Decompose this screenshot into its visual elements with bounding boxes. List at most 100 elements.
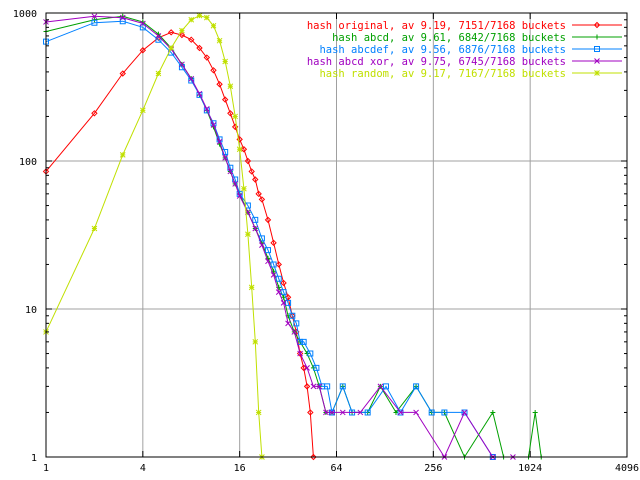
- data-point: [329, 409, 335, 416]
- data-point: [236, 190, 243, 197]
- data-point: [252, 225, 259, 232]
- data-point: [259, 242, 265, 249]
- data-point: [196, 44, 203, 52]
- data-point: [222, 149, 229, 156]
- data-point: [188, 16, 195, 23]
- x-tick-label: 1024: [518, 463, 542, 474]
- data-point: [222, 58, 229, 65]
- data-point: [280, 289, 287, 296]
- data-point: [297, 350, 303, 357]
- data-point: [594, 34, 600, 40]
- data-point: [232, 181, 239, 187]
- data-point: [252, 176, 259, 183]
- data-point: [222, 155, 229, 161]
- data-point: [43, 38, 49, 45]
- data-point: [216, 138, 223, 145]
- data-point: [275, 275, 282, 282]
- data-point: [236, 146, 243, 153]
- series-layer: [42, 12, 544, 461]
- data-point: [285, 299, 292, 306]
- data-point: [397, 409, 404, 416]
- data-point: [313, 364, 320, 371]
- data-point: [413, 383, 420, 390]
- legend-entry-label: hash abcd xor, av 9.75, 6745/7168 bucket…: [307, 56, 566, 68]
- data-point: [248, 284, 255, 291]
- data-point: [216, 136, 223, 143]
- data-point: [139, 107, 146, 114]
- data-point: [289, 312, 296, 319]
- data-point: [593, 21, 601, 29]
- data-point: [155, 70, 162, 77]
- data-point: [236, 193, 243, 199]
- legend-entry-label: hash abcd, av 9.61, 6842/7168 buckets: [332, 32, 566, 44]
- data-point: [244, 157, 252, 165]
- data-point: [383, 383, 389, 390]
- data-point: [594, 46, 600, 52]
- data-point: [270, 272, 277, 278]
- data-point: [203, 54, 211, 61]
- x-tick-label: 4: [140, 463, 146, 474]
- data-point: [316, 383, 323, 390]
- series-line: [45, 15, 513, 459]
- data-point: [441, 409, 448, 416]
- data-point: [300, 364, 307, 372]
- data-point: [119, 14, 126, 21]
- data-point: [413, 409, 419, 416]
- data-point: [139, 20, 146, 27]
- data-point: [91, 13, 98, 20]
- data-point: [196, 12, 203, 19]
- data-point: [119, 152, 126, 158]
- data-point: [284, 294, 292, 301]
- data-point: [304, 365, 310, 371]
- data-point: [241, 185, 247, 192]
- data-point: [323, 409, 329, 416]
- axes: 1 4 16 64 256 1024 4096 1 10 100 1000: [13, 9, 639, 474]
- data-point: [303, 383, 311, 390]
- data-point: [91, 110, 98, 117]
- data-point: [461, 409, 468, 416]
- legend-entry-label: hash original, av 9.19, 7151/7168 bucket…: [307, 20, 566, 32]
- data-point: [339, 409, 346, 416]
- data-point: [339, 383, 346, 390]
- series-3: [43, 13, 516, 460]
- data-point: [188, 36, 195, 43]
- data-point: [280, 300, 287, 306]
- data-point: [227, 110, 234, 117]
- data-point: [265, 258, 271, 265]
- series-line: [45, 20, 494, 458]
- data-point: [203, 14, 210, 21]
- data-point: [377, 383, 384, 390]
- legend: hash original, av 9.19, 7151/7168 bucket…: [307, 20, 622, 80]
- data-point: [167, 29, 175, 36]
- data-point: [168, 45, 175, 51]
- y-tick-label: 1: [31, 453, 37, 464]
- data-point: [307, 409, 314, 416]
- data-point: [349, 409, 356, 416]
- data-point: [275, 261, 282, 268]
- data-point: [307, 350, 314, 357]
- data-point: [594, 70, 600, 76]
- data-point: [119, 70, 126, 77]
- grid: [46, 13, 627, 457]
- data-point: [532, 409, 538, 415]
- data-point: [364, 409, 371, 416]
- y-tick-label: 100: [19, 157, 37, 168]
- data-point: [310, 383, 317, 390]
- data-point: [210, 22, 217, 29]
- data-point: [91, 19, 98, 26]
- data-point: [252, 216, 259, 223]
- data-point: [304, 351, 310, 357]
- data-point: [255, 190, 262, 198]
- data-point: [270, 239, 277, 247]
- data-point: [264, 216, 272, 224]
- data-point: [270, 261, 277, 268]
- y-tick-label: 10: [25, 305, 37, 316]
- data-point: [232, 113, 239, 120]
- x-tick-label: 64: [330, 463, 342, 474]
- data-point: [203, 106, 210, 112]
- data-point: [216, 81, 223, 88]
- data-point: [490, 409, 496, 415]
- data-point: [139, 47, 147, 54]
